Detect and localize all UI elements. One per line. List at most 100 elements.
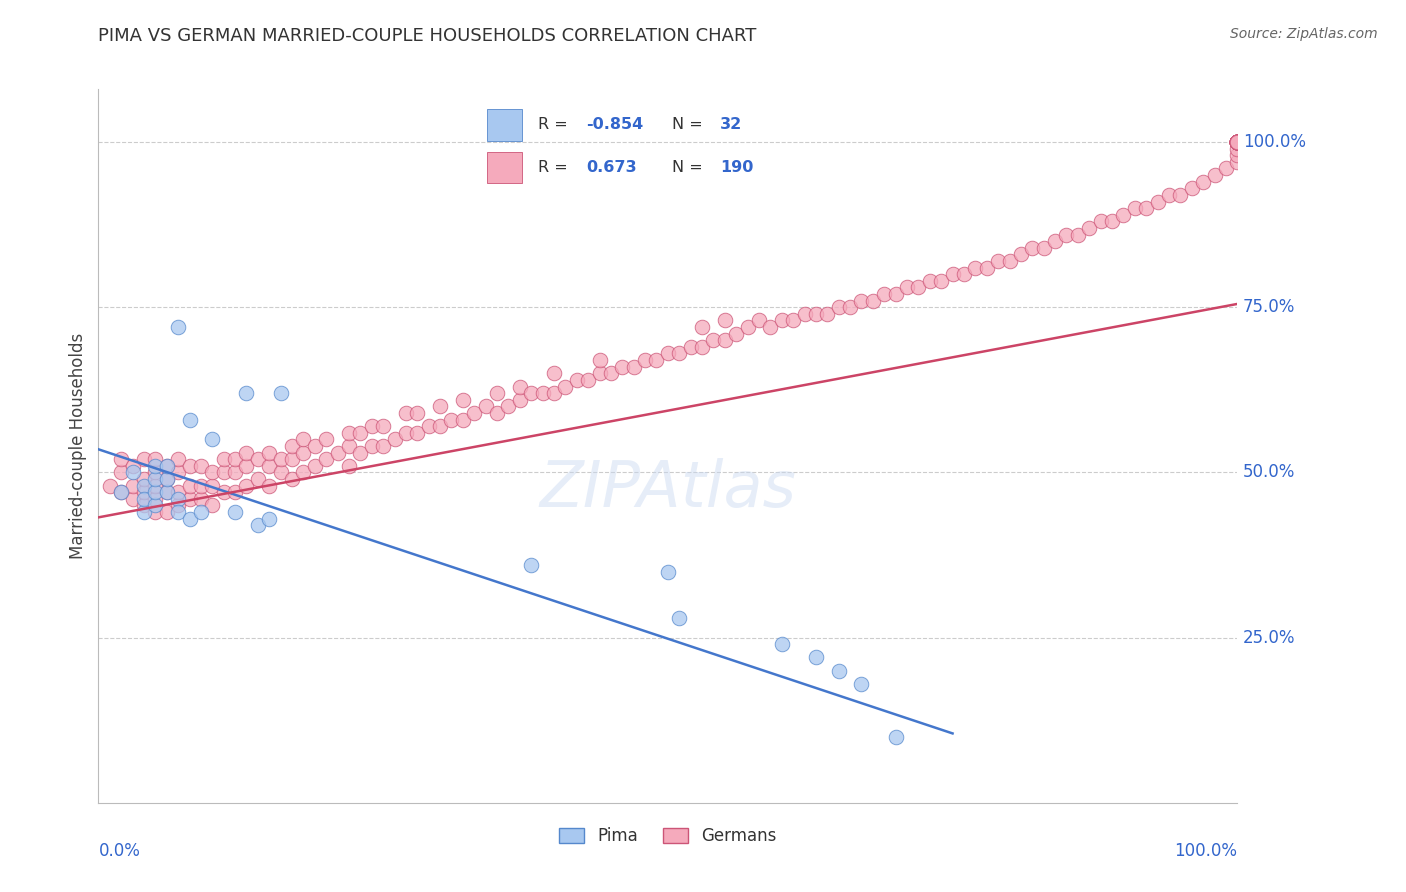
Point (315, 433, 337, 447)
Point (1054, 227, 1078, 242)
Point (509, 392, 531, 407)
Point (179, 491, 201, 506)
Point (1226, 135, 1249, 149)
Point (132, 499, 155, 513)
Point (179, 412, 201, 426)
Point (145, 491, 167, 506)
Point (212, 466, 235, 480)
Point (942, 267, 965, 281)
Point (156, 472, 179, 486)
Point (486, 386, 509, 401)
Point (929, 274, 952, 288)
Point (828, 664, 851, 678)
Point (1226, 135, 1249, 149)
Point (235, 386, 257, 401)
Point (246, 452, 269, 467)
Point (1226, 135, 1249, 149)
Point (623, 359, 645, 374)
Point (326, 445, 349, 459)
Point (1226, 135, 1249, 149)
Point (668, 611, 690, 625)
Point (498, 400, 520, 414)
Point (259, 511, 281, 525)
Point (1226, 135, 1249, 149)
Point (315, 452, 337, 467)
Point (292, 433, 315, 447)
Point (1226, 135, 1249, 149)
Point (121, 491, 143, 506)
Point (145, 452, 167, 467)
Point (360, 439, 382, 453)
Point (349, 425, 371, 440)
Point (474, 400, 496, 414)
Point (543, 386, 565, 401)
Point (1226, 135, 1249, 149)
Point (145, 458, 167, 473)
Point (1226, 135, 1249, 149)
Text: Source: ZipAtlas.com: Source: ZipAtlas.com (1230, 27, 1378, 41)
Point (1226, 135, 1249, 149)
Point (201, 499, 224, 513)
Text: 100.0%: 100.0% (1174, 842, 1237, 860)
Point (1226, 135, 1249, 149)
Point (1181, 181, 1204, 195)
Point (167, 466, 190, 480)
Point (588, 367, 610, 381)
Text: 75.0%: 75.0% (1243, 298, 1295, 317)
Point (235, 458, 257, 473)
Point (463, 406, 485, 420)
Point (645, 353, 668, 368)
Point (884, 730, 907, 744)
Point (1226, 135, 1249, 149)
Point (259, 445, 281, 459)
Point (121, 478, 143, 492)
Point (759, 320, 782, 334)
Point (179, 511, 201, 525)
Point (121, 458, 143, 473)
Point (1021, 241, 1043, 255)
Point (179, 458, 201, 473)
Point (782, 313, 804, 327)
Point (304, 458, 326, 473)
Point (224, 505, 246, 519)
Point (1226, 135, 1249, 149)
Point (235, 478, 257, 492)
Point (1226, 135, 1249, 149)
Point (201, 433, 224, 447)
Point (1226, 135, 1249, 149)
Point (714, 313, 737, 327)
Point (600, 367, 623, 381)
Point (451, 412, 474, 426)
Point (167, 485, 190, 500)
Point (281, 439, 304, 453)
Point (690, 320, 713, 334)
Point (190, 478, 212, 492)
Point (1226, 135, 1249, 149)
Point (121, 466, 143, 480)
Point (657, 346, 679, 360)
Point (395, 406, 418, 420)
Point (907, 280, 929, 294)
Point (132, 505, 155, 519)
Text: 25.0%: 25.0% (1243, 629, 1295, 647)
Point (702, 333, 724, 347)
Point (132, 491, 155, 506)
Point (804, 650, 827, 665)
Point (554, 379, 576, 393)
Point (224, 466, 246, 480)
Point (1226, 135, 1249, 149)
Point (588, 353, 610, 368)
Point (725, 326, 748, 341)
Point (998, 254, 1021, 268)
Point (1226, 135, 1249, 149)
Point (190, 458, 212, 473)
Point (737, 320, 759, 334)
Point (1226, 154, 1249, 169)
Point (1204, 168, 1226, 182)
Point (145, 466, 167, 480)
Point (714, 333, 737, 347)
Point (1226, 135, 1249, 149)
Point (384, 433, 406, 447)
Point (690, 340, 713, 354)
Point (167, 491, 190, 506)
